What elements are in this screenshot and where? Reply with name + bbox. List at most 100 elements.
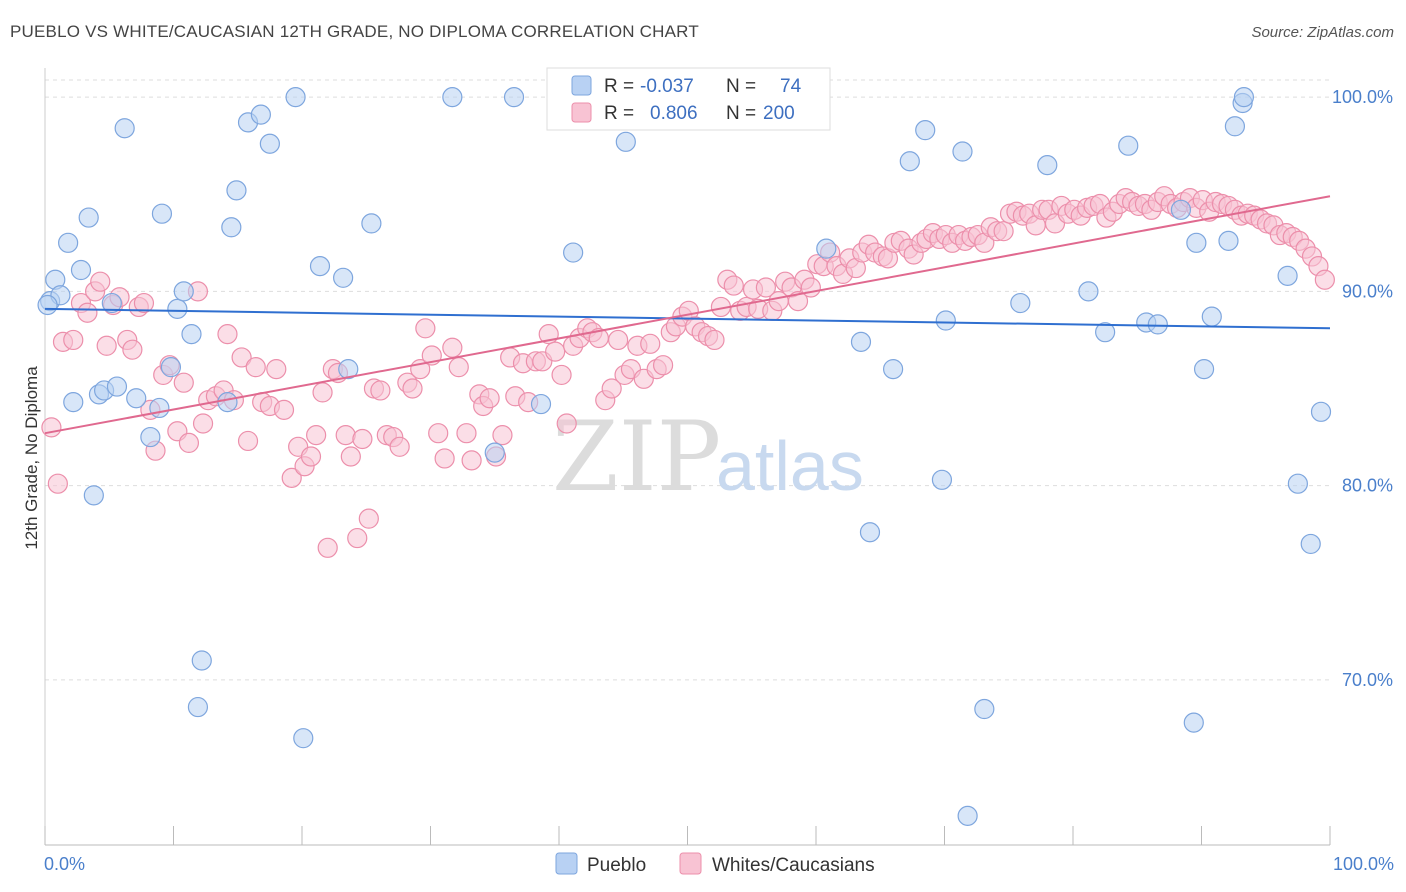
watermark-zip-text: ZIP bbox=[552, 401, 721, 513]
pueblo-point bbox=[259, 133, 280, 154]
pueblo-point bbox=[187, 696, 209, 718]
y-axis-label: 12th Grade, No Diploma bbox=[22, 366, 41, 550]
pueblo-point bbox=[293, 728, 314, 749]
y-tick-label: 70.0% bbox=[1342, 670, 1393, 690]
pueblo-point bbox=[899, 151, 920, 172]
pueblo-point bbox=[974, 698, 995, 720]
legend-n-value-1: 74 bbox=[780, 76, 802, 97]
pueblo-point bbox=[250, 104, 271, 125]
y-tick-label: 100.0% bbox=[1332, 87, 1393, 107]
legend-n-label-2: N = bbox=[726, 103, 756, 124]
pueblo-point bbox=[70, 259, 92, 281]
whites-point bbox=[402, 378, 423, 399]
whites-point bbox=[479, 388, 500, 409]
whites-point bbox=[461, 450, 482, 471]
legend-r-label-2: R = bbox=[604, 103, 634, 124]
whites-point bbox=[47, 473, 68, 494]
pueblo-point bbox=[114, 118, 135, 139]
pueblo-point bbox=[1170, 199, 1192, 220]
whites-point bbox=[266, 358, 287, 380]
legend-n-label-1: N = bbox=[726, 76, 756, 97]
whites-point bbox=[340, 446, 361, 467]
whites-point bbox=[273, 399, 295, 420]
pueblo-point bbox=[1037, 155, 1058, 176]
pueblo-point bbox=[563, 242, 584, 263]
whites-point bbox=[63, 329, 84, 351]
pueblo-point bbox=[181, 324, 202, 345]
whites-point bbox=[428, 423, 449, 444]
whites-legend-swatch bbox=[679, 852, 702, 875]
pueblo-legend-label: Pueblo bbox=[587, 855, 646, 876]
whites-point bbox=[173, 372, 194, 393]
pueblo-point bbox=[1218, 230, 1239, 251]
grid-lines bbox=[45, 79, 1330, 681]
pueblo-point bbox=[149, 397, 170, 419]
pueblo-point bbox=[503, 87, 525, 108]
whites-point bbox=[335, 425, 356, 446]
pueblo-point bbox=[957, 805, 978, 826]
whites-point bbox=[608, 329, 629, 351]
pueblo-point bbox=[1233, 87, 1255, 108]
pueblo-point bbox=[615, 131, 636, 152]
legend-r-label-1: R = bbox=[604, 76, 634, 97]
legend-r-value-2: 0.806 bbox=[650, 103, 698, 124]
x-tick-label-max: 100.0% bbox=[1333, 854, 1394, 874]
pueblo-point bbox=[859, 522, 881, 543]
pueblo-trend-line bbox=[44, 307, 1331, 330]
x-tick-label-min: 0.0% bbox=[44, 854, 85, 874]
pueblo-point bbox=[1300, 533, 1321, 555]
whites-point bbox=[787, 291, 809, 312]
pueblo-point bbox=[361, 213, 382, 234]
pueblo-point bbox=[63, 392, 84, 413]
whites-point bbox=[389, 436, 410, 457]
whites-point bbox=[723, 275, 744, 296]
chart-title: PUEBLO VS WHITE/CAUCASIAN 12TH GRADE, NO… bbox=[10, 22, 699, 41]
whites-point bbox=[415, 318, 436, 339]
pueblo-point bbox=[1078, 281, 1099, 302]
pueblo-point bbox=[58, 232, 79, 253]
pueblo-point bbox=[530, 393, 552, 415]
series-legend: Pueblo Whites/Caucasians bbox=[555, 852, 875, 876]
source-credit: Source: ZipAtlas.com bbox=[1251, 24, 1394, 41]
whites-point bbox=[448, 357, 469, 378]
pueblo-point bbox=[442, 87, 463, 108]
whites-point bbox=[245, 357, 266, 378]
pueblo-point bbox=[1193, 358, 1215, 380]
pueblo-point bbox=[1095, 322, 1116, 343]
whites-point bbox=[281, 467, 302, 488]
pueblo-point bbox=[931, 469, 953, 490]
pueblo-point bbox=[191, 650, 212, 671]
watermark-atlas-text: atlas bbox=[716, 427, 864, 505]
pueblo-point bbox=[952, 141, 973, 162]
whites-point bbox=[312, 382, 333, 403]
pueblo-point bbox=[226, 180, 247, 201]
pueblo-point bbox=[167, 298, 188, 319]
whites-swatch bbox=[571, 102, 592, 123]
whites-point bbox=[556, 413, 577, 434]
stats-legend: R = -0.037 N = 74 R = 0.806 N = 200 bbox=[546, 67, 831, 131]
pueblo-point bbox=[37, 294, 58, 316]
whites-point bbox=[178, 432, 200, 454]
whites-point bbox=[1314, 269, 1335, 290]
whites-point bbox=[90, 271, 111, 292]
whites-point bbox=[755, 277, 776, 298]
pueblo-point bbox=[882, 358, 904, 380]
whites-trend-line bbox=[44, 195, 1331, 435]
pueblo-point bbox=[1183, 712, 1204, 733]
y-tick-label: 80.0% bbox=[1342, 476, 1393, 496]
pueblo-point bbox=[78, 207, 99, 228]
whites-point bbox=[704, 329, 725, 351]
pueblo-point bbox=[217, 392, 238, 413]
x-ticks bbox=[44, 826, 1331, 845]
pueblo-point bbox=[484, 442, 505, 463]
whites-point bbox=[545, 341, 566, 362]
whites-point bbox=[133, 292, 155, 314]
pueblo-point bbox=[915, 120, 936, 141]
pueblo-legend-swatch bbox=[555, 852, 578, 875]
pueblo-point bbox=[221, 217, 242, 238]
pueblo-point bbox=[151, 203, 173, 224]
pueblo-point bbox=[1010, 292, 1031, 314]
whites-legend-label: Whites/Caucasians bbox=[712, 855, 875, 876]
whites-point bbox=[217, 324, 238, 345]
